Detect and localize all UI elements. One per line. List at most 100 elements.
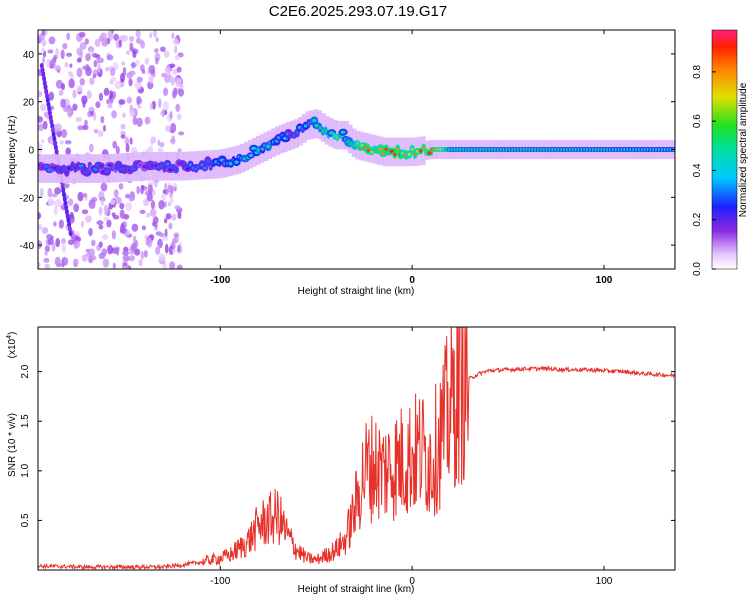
noise-speckle [94,38,101,48]
noise-speckle [154,48,159,53]
noise-speckle [93,60,98,68]
noise-speckle [44,245,51,253]
noise-speckle [84,38,90,45]
noise-speckle [165,69,171,76]
noise-speckle [101,248,108,257]
colorbar-ticks: 0.0 0.2 0.4 0.6 0.8 [692,64,716,276]
noise-speckle [91,239,96,247]
noise-speckle [60,98,66,108]
noise-speckle [143,198,149,207]
snr-ylabel: SNR (10 * v/v) [7,413,18,477]
noise-speckle [67,198,74,206]
noise-speckle [148,64,156,74]
noise-speckle [88,227,93,237]
noise-speckle [49,59,56,69]
noise-speckle [120,130,126,136]
noise-speckle [55,237,61,248]
signal-core [266,144,271,148]
noise-speckle [109,198,116,205]
noise-speckle [38,212,42,220]
noise-speckle [68,78,75,89]
noise-speckle [106,54,114,61]
noise-speckle [48,91,55,101]
signal-core [318,126,322,130]
noise-speckle [69,211,74,220]
noise-speckle [54,123,62,132]
noise-speckle [109,90,113,100]
noise-speckle [98,241,103,248]
noise-speckle [164,243,169,254]
noise-speckle [76,57,82,63]
noise-speckle [119,227,127,235]
noise-speckle [128,78,133,87]
noise-speckle [75,116,83,123]
noise-speckle [160,46,166,52]
noise-speckle [136,185,140,195]
noise-speckle [66,52,73,57]
noise-speckle [172,248,176,254]
noise-speckle [135,30,141,38]
noise-speckle [178,131,185,136]
spectrogram-marks [38,30,675,269]
noise-speckle [141,69,146,74]
snr-ytick-label: 1.0 [20,463,31,477]
noise-speckle [114,196,122,205]
noise-speckle [173,45,178,54]
noise-speckle [163,50,170,58]
noise-speckle [144,233,148,240]
noise-speckle [76,47,83,56]
noise-speckle [163,218,168,224]
noise-speckle [109,67,116,77]
noise-speckle [144,57,150,65]
noise-speckle [135,59,140,67]
noise-speckle [152,30,157,38]
noise-speckle [169,198,174,204]
noise-speckle [139,209,146,215]
noise-speckle [46,233,53,240]
noise-speckle [81,209,89,215]
noise-speckle [47,238,54,245]
noise-speckle [103,87,110,96]
noise-speckle [171,78,175,87]
noise-speckle [146,212,150,218]
noise-speckle [175,103,181,112]
spectrogram-ticks: -100 0 100 -40 -20 0 20 40 [20,30,675,286]
noise-speckle [38,240,43,249]
noise-speckle [73,203,80,213]
noise-speckle [122,265,129,269]
noise-speckle [121,61,126,66]
snr-xtick-label: 100 [596,576,613,587]
noise-speckle [130,61,136,69]
spectrogram-ytick-label: 20 [23,98,35,109]
noise-speckle [144,116,151,125]
noise-speckle [103,216,109,221]
noise-speckle [85,215,92,223]
spectrogram-ytick-label: -40 [20,241,35,252]
noise-speckle [54,65,61,72]
noise-speckle [98,130,104,137]
noise-speckle [126,71,133,79]
noise-speckle [149,208,157,217]
colorbar-tick-label: 0.8 [692,64,703,78]
noise-speckle [150,136,157,144]
noise-speckle [136,117,143,127]
noise-speckle [171,32,175,40]
noise-speckle [47,49,54,54]
signal-core [427,151,432,155]
noise-speckle [41,47,45,53]
noise-speckle [79,42,87,50]
noise-speckle [121,34,129,42]
noise-speckle [178,88,185,97]
noise-speckle [157,147,164,153]
signal-halo [178,151,184,181]
noise-speckle [122,254,130,262]
snr-marks [38,327,675,570]
noise-speckle [120,123,126,130]
noise-speckle [149,102,154,110]
noise-speckle [140,184,145,189]
signal-core [203,166,207,170]
noise-speckle [126,50,130,55]
noise-speckle [171,238,178,244]
signal-core [312,118,317,123]
